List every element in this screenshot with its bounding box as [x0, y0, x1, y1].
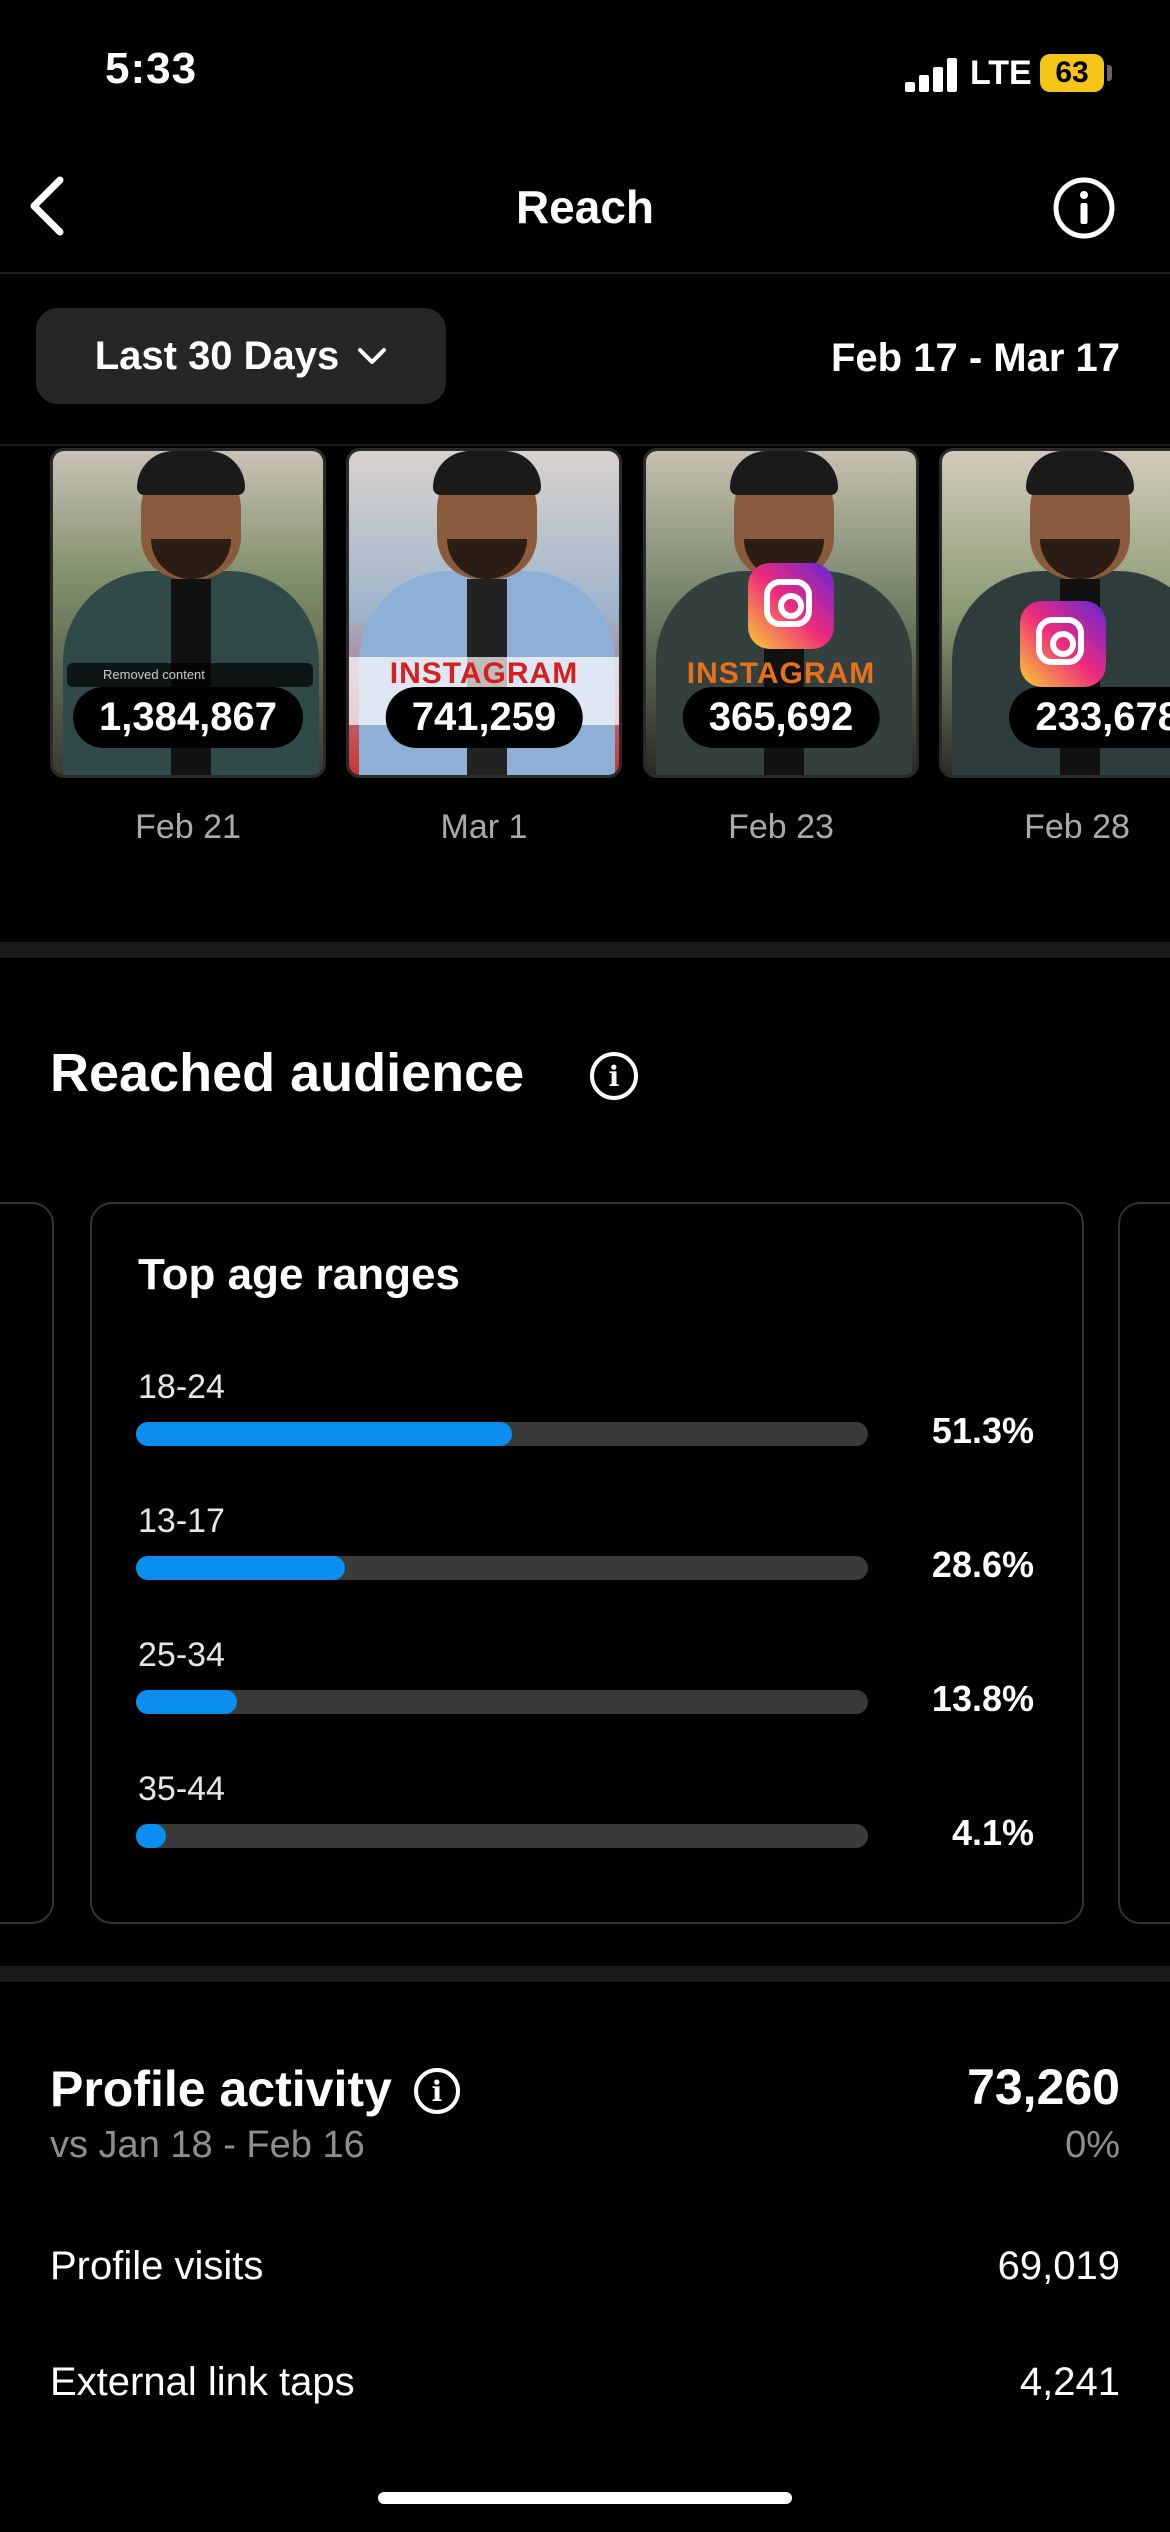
content-thumbnail[interactable]: 233,678: [939, 448, 1170, 778]
age-bar-track: [136, 1824, 868, 1848]
info-button[interactable]: [1052, 176, 1116, 240]
age-bar-track: [136, 1556, 868, 1580]
battery-cap: [1107, 65, 1112, 81]
reached-audience-title: Reached audience: [50, 1043, 525, 1103]
metric-value: 69,019: [997, 2244, 1120, 2288]
info-icon[interactable]: i: [414, 2068, 460, 2114]
age-bar-fill: [136, 1422, 512, 1446]
age-range-percent: 28.6%: [931, 1544, 1034, 1585]
filter-divider: [0, 444, 1170, 446]
age-range-percent: 4.1%: [951, 1812, 1034, 1853]
back-button[interactable]: [18, 168, 78, 244]
section-divider: [0, 1966, 1170, 1982]
chevron-down-icon: [358, 348, 387, 364]
info-icon[interactable]: i: [590, 1052, 638, 1100]
content-reach-count: 1,384,867: [73, 687, 303, 748]
age-range-label: 35-44: [138, 1770, 225, 1808]
age-bar-fill: [136, 1556, 346, 1580]
previous-card[interactable]: [0, 1202, 54, 1924]
content-reach-count: 233,678: [1009, 687, 1170, 748]
content-thumbnail[interactable]: INSTAGRAM 365,692: [643, 448, 919, 778]
metric-label: External link taps: [50, 2360, 355, 2404]
date-range-label: Last 30 Days: [94, 333, 340, 378]
section-divider: [0, 942, 1170, 958]
content-thumbnail[interactable]: Removed content 1,384,867: [50, 448, 326, 778]
next-card[interactable]: [1118, 1202, 1170, 1924]
thumbnail-banner-text: INSTAGRAM: [686, 657, 876, 690]
metric-value: 4,241: [1019, 2360, 1120, 2404]
age-bar-fill: [136, 1824, 166, 1848]
signal-icon: [905, 58, 959, 92]
date-range-dropdown[interactable]: Last 30 Days: [36, 308, 446, 404]
info-icon: [1053, 177, 1115, 239]
age-range-label: 25-34: [138, 1636, 225, 1674]
age-range-label: 18-24: [138, 1368, 225, 1406]
profile-activity-change: 0%: [1065, 2124, 1120, 2166]
status-time: 5:33: [105, 44, 198, 93]
home-indicator[interactable]: [378, 2492, 792, 2504]
profile-activity-title: Profile activity: [50, 2061, 392, 2117]
card-title: Top age ranges: [138, 1250, 460, 1299]
network-label: LTE: [970, 54, 1032, 92]
age-bar-fill: [136, 1690, 238, 1714]
age-range-percent: 51.3%: [931, 1410, 1034, 1451]
profile-activity-total: 73,260: [967, 2059, 1120, 2115]
content-reach-count: 365,692: [682, 687, 880, 748]
instagram-logo-icon: [748, 563, 834, 649]
content-thumbnail[interactable]: INSTAGRAM VIRAL 741,259: [346, 448, 622, 778]
date-range-text: Feb 17 - Mar 17: [830, 336, 1120, 380]
age-range-percent: 13.8%: [931, 1678, 1034, 1719]
comparison-period: vs Jan 18 - Feb 16: [50, 2124, 365, 2166]
header-divider: [0, 272, 1170, 274]
removed-content-label: Removed content: [67, 663, 313, 687]
instagram-logo-icon: [1020, 601, 1106, 687]
age-bar-track: [136, 1690, 868, 1714]
age-range-label: 13-17: [138, 1502, 225, 1540]
age-ranges-card: [90, 1202, 1084, 1924]
battery-icon: 63: [1040, 54, 1104, 92]
chevron-left-icon: [30, 176, 64, 236]
metric-label: Profile visits: [50, 2244, 264, 2288]
content-date: Feb 28: [1024, 808, 1130, 846]
page-title: Reach: [515, 181, 655, 233]
content-date: Feb 23: [728, 808, 834, 846]
content-date: Mar 1: [440, 808, 528, 846]
content-reach-count: 741,259: [385, 687, 583, 748]
age-bar-track: [136, 1422, 868, 1446]
content-date: Feb 21: [135, 808, 241, 846]
